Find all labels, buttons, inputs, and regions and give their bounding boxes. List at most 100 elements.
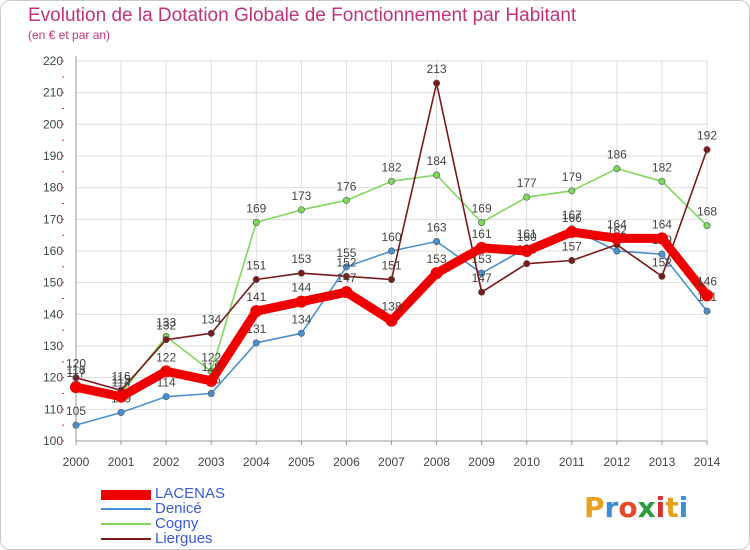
data-point-lacenas <box>701 289 713 302</box>
data-point-liergues <box>703 146 711 154</box>
x-tick-label: 2006 <box>333 455 360 469</box>
data-label-lacenas: 144 <box>291 281 311 295</box>
x-tick-label: 2004 <box>243 455 270 469</box>
x-tick-label: 2000 <box>63 455 90 469</box>
y-tick-label: 180 <box>43 181 63 195</box>
data-label-denic-: 105 <box>66 404 86 418</box>
data-label-lacenas: 119 <box>202 360 221 374</box>
data-point-cogny <box>252 219 260 227</box>
data-label-lacenas: 146 <box>697 274 717 288</box>
x-tick-label: 2002 <box>153 455 180 469</box>
legend-swatch <box>101 490 151 500</box>
data-point-liergues <box>658 272 666 280</box>
data-label-cogny: 118 <box>66 363 85 377</box>
data-label-liergues: 147 <box>472 271 492 285</box>
logo-letter: t <box>665 491 679 524</box>
y-tick-label: 100 <box>43 434 63 448</box>
data-point-denic- <box>252 339 260 347</box>
data-label-cogny: 186 <box>607 148 627 162</box>
data-label-lacenas: 141 <box>246 290 266 304</box>
data-label-cogny: 169 <box>246 202 266 216</box>
data-label-liergues: 152 <box>652 255 672 269</box>
data-point-cogny <box>523 193 531 201</box>
data-label-lacenas: 138 <box>381 300 401 314</box>
data-label-liergues: 192 <box>697 129 717 143</box>
data-label-cogny: 182 <box>381 160 401 174</box>
x-tick-label: 2013 <box>649 455 676 469</box>
data-point-lacenas <box>655 232 668 245</box>
data-point-lacenas <box>385 314 398 327</box>
data-point-lacenas <box>520 245 533 257</box>
y-tick-label: 200 <box>43 117 63 131</box>
legend-label: LACENAS <box>155 485 226 502</box>
data-label-cogny: 122 <box>201 350 221 364</box>
logo-letter: P <box>584 491 605 524</box>
data-point-lacenas <box>295 295 308 308</box>
data-point-denic- <box>117 408 125 416</box>
x-tick-label: 2014 <box>694 455 721 469</box>
data-label-cogny: 173 <box>291 189 311 203</box>
data-point-cogny <box>433 171 441 179</box>
data-point-liergues <box>478 288 486 296</box>
x-tick-label: 2012 <box>604 455 631 469</box>
data-label-lacenas: 122 <box>156 350 176 364</box>
data-point-cogny <box>568 187 576 195</box>
logo-letter: i <box>678 491 689 524</box>
data-point-liergues <box>162 336 170 344</box>
data-label-liergues: 157 <box>562 240 582 254</box>
data-label-liergues: 213 <box>427 62 447 76</box>
data-point-liergues <box>297 269 305 277</box>
data-point-denic- <box>207 389 215 397</box>
data-point-cogny <box>478 219 486 227</box>
data-point-denic- <box>72 421 80 429</box>
data-label-cogny: 184 <box>427 154 447 168</box>
data-label-denic-: 134 <box>291 312 311 326</box>
logo-letter: r <box>604 491 619 524</box>
data-point-liergues <box>433 79 441 87</box>
data-label-denic-: 155 <box>336 246 356 260</box>
data-label-lacenas: 161 <box>472 227 492 241</box>
data-point-lacenas <box>70 381 82 394</box>
data-point-cogny <box>613 165 621 173</box>
logo-letter: x <box>637 491 656 524</box>
data-point-liergues <box>252 275 260 283</box>
data-label-lacenas: 160 <box>517 230 537 244</box>
data-point-denic- <box>342 263 350 271</box>
data-point-lacenas <box>430 267 443 280</box>
data-point-denic- <box>297 329 305 337</box>
y-tick-label: 150 <box>43 276 63 290</box>
data-label-cogny: 169 <box>472 202 492 216</box>
data-label-lacenas: 147 <box>336 271 356 285</box>
data-label-denic-: 160 <box>381 230 401 244</box>
data-label-lacenas: 164 <box>607 217 627 231</box>
y-tick-label: 110 <box>44 402 63 416</box>
data-label-cogny: 176 <box>336 179 356 193</box>
data-point-denic- <box>703 307 711 315</box>
data-point-lacenas <box>475 241 488 254</box>
logo-letter: i <box>655 491 666 524</box>
data-label-denic-: 161 <box>517 227 537 241</box>
y-tick-label: 220 <box>43 54 63 68</box>
data-label-liergues: 134 <box>201 312 221 326</box>
data-point-cogny <box>297 206 305 214</box>
data-point-lacenas <box>250 305 263 318</box>
data-point-lacenas <box>115 390 128 403</box>
x-tick-label: 2011 <box>559 455 585 469</box>
legend-swatch <box>101 523 151 525</box>
y-tick-label: 190 <box>43 149 63 163</box>
data-point-liergues <box>568 256 576 264</box>
data-label-lacenas: 117 <box>66 366 85 380</box>
data-label-liergues: 120 <box>66 357 86 371</box>
data-label-denic-: 163 <box>427 221 447 235</box>
data-point-liergues <box>342 272 350 280</box>
data-label-denic-: 167 <box>562 208 582 222</box>
data-label-cogny: 179 <box>562 170 582 184</box>
legend-label: Cogny <box>155 515 199 532</box>
data-label-liergues: 116 <box>112 369 131 383</box>
chart-subtitle: (en € et par an) <box>28 28 111 42</box>
data-point-lacenas <box>610 232 623 245</box>
data-label-liergues: 151 <box>381 259 401 273</box>
data-label-lacenas: 114 <box>112 376 131 390</box>
